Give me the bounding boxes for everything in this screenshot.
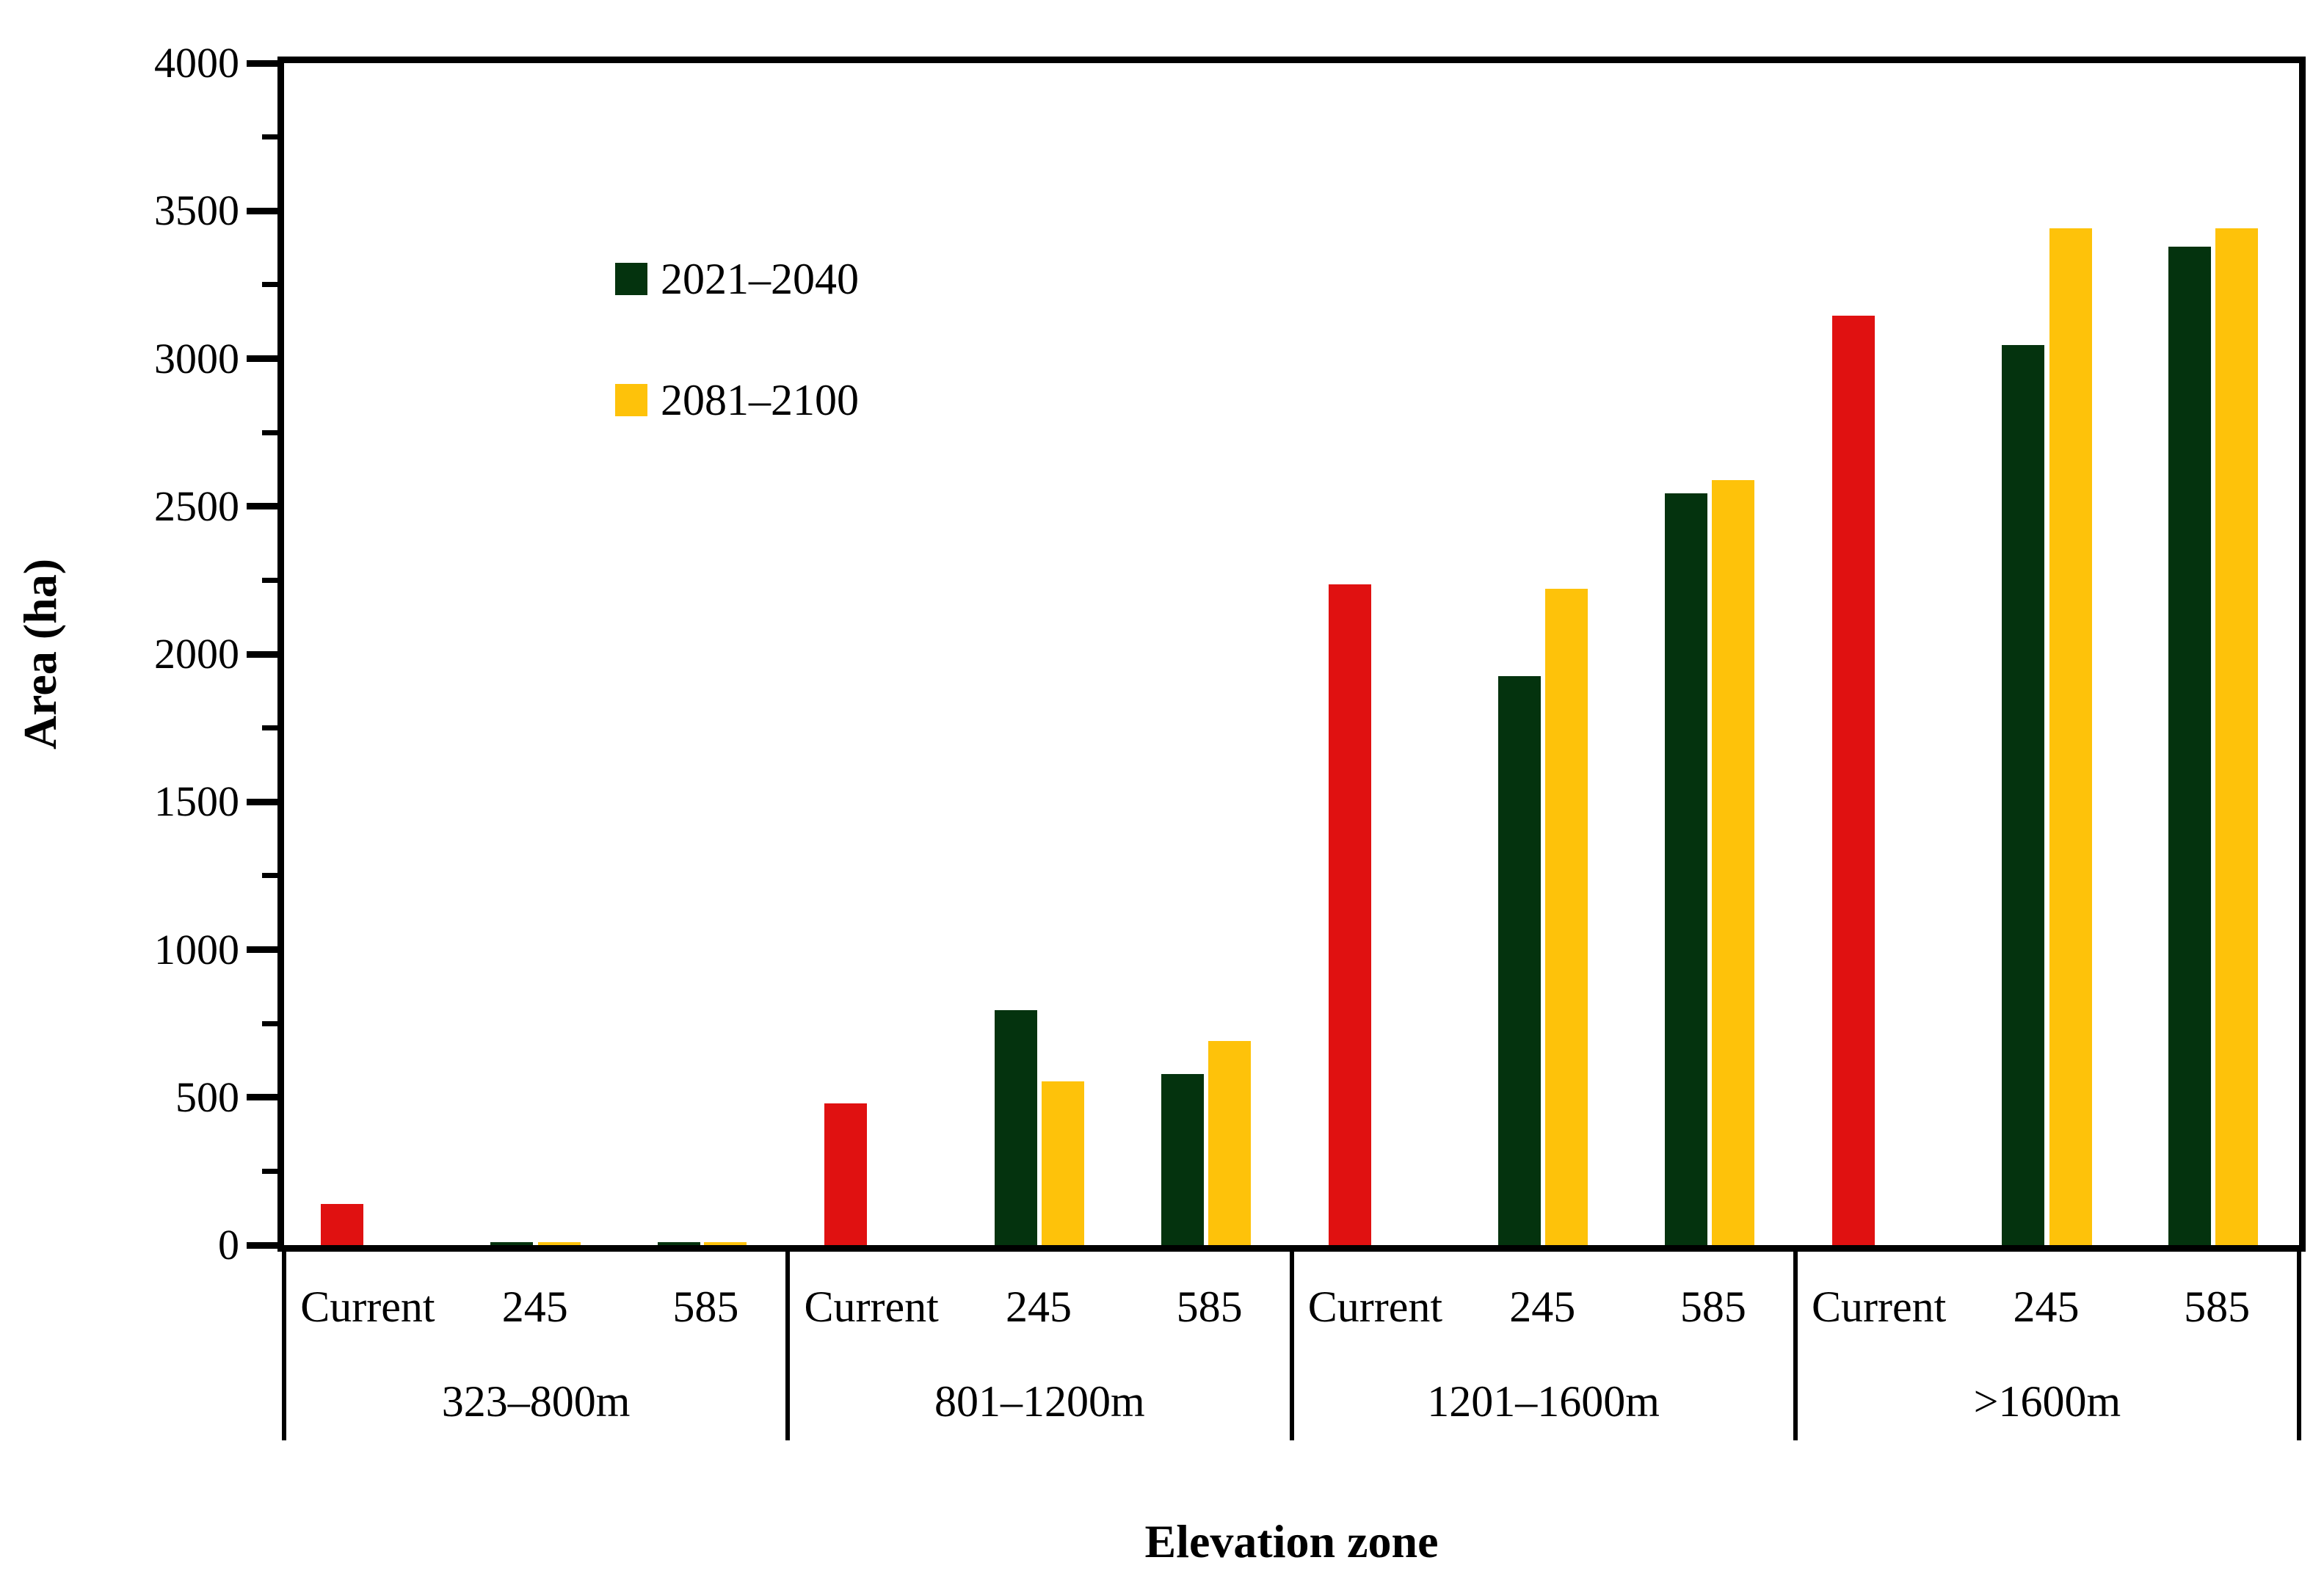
group-separator — [1793, 1248, 1798, 1440]
bar-585-2021–2040 — [2168, 247, 2212, 1245]
bar-585-2021–2040 — [1665, 493, 1707, 1245]
group-separator — [785, 1248, 791, 1440]
y-major-tick — [247, 503, 277, 510]
y-major-tick — [247, 59, 277, 67]
legend-swatch-2081-2100 — [615, 384, 647, 416]
bar-245-2081–2100 — [1545, 589, 1588, 1245]
bar-245-2021–2040 — [1497, 676, 1541, 1245]
scenario-label: Current — [1307, 1283, 1443, 1331]
y-tick-label: 500 — [175, 1073, 239, 1121]
y-tick-label: 2000 — [154, 630, 239, 678]
y-major-tick — [247, 207, 277, 214]
y-major-tick — [247, 650, 277, 658]
zone-label: 323–800m — [441, 1377, 631, 1426]
y-minor-tick — [262, 1168, 277, 1174]
scenario-label: 585 — [1680, 1283, 1746, 1331]
scenario-label: 245 — [501, 1283, 568, 1331]
y-major-tick — [247, 1241, 277, 1249]
y-tick-label: 2500 — [154, 482, 239, 530]
legend-item-2021-2040: 2021–2040 — [615, 257, 859, 301]
scenario-label: 245 — [1006, 1283, 1072, 1331]
scenario-label: 245 — [2013, 1283, 2080, 1331]
scenario-label: Current — [300, 1283, 435, 1331]
bar-current-Current — [321, 1204, 364, 1245]
scenario-label: 245 — [1509, 1283, 1576, 1331]
legend-label-2081-2100: 2081–2100 — [661, 376, 859, 424]
bar-245-2081–2100 — [1042, 1081, 1085, 1245]
y-minor-tick — [262, 134, 277, 140]
bar-245-2021–2040 — [994, 1010, 1037, 1245]
bar-245-2021–2040 — [2002, 345, 2045, 1245]
scenario-label: Current — [804, 1283, 939, 1331]
group-separator — [282, 1248, 286, 1440]
bar-585-2021–2040 — [1161, 1074, 1204, 1245]
y-minor-tick — [262, 725, 277, 731]
zone-label: 801–1200m — [934, 1377, 1145, 1426]
bar-current-Current — [824, 1103, 868, 1245]
bar-current-Current — [1831, 316, 1875, 1245]
group-separator — [1289, 1248, 1294, 1440]
bar-current-Current — [1328, 584, 1371, 1245]
bar-585-2081–2100 — [2215, 228, 2259, 1245]
y-tick-label: 3500 — [154, 186, 239, 235]
zone-label: 1201–1600m — [1427, 1377, 1660, 1426]
y-minor-tick — [262, 282, 277, 288]
y-major-tick — [247, 798, 277, 805]
y-tick-label: 1000 — [154, 925, 239, 973]
y-tick-label: 1500 — [154, 777, 239, 826]
bar-245-2021–2040 — [490, 1242, 534, 1245]
zone-label: >1600m — [1973, 1377, 2121, 1426]
scenario-label: 585 — [1176, 1283, 1243, 1331]
plot-area — [277, 57, 2306, 1252]
y-minor-tick — [262, 1020, 277, 1026]
bar-245-2081–2100 — [2049, 228, 2092, 1245]
legend-swatch-2021-2040 — [615, 263, 647, 295]
y-major-tick — [247, 355, 277, 362]
scenario-label: 585 — [672, 1283, 739, 1331]
y-tick-label: 4000 — [154, 39, 239, 87]
legend-label-2021-2040: 2021–2040 — [661, 255, 859, 303]
bar-585-2081–2100 — [704, 1242, 747, 1245]
y-tick-label: 0 — [218, 1221, 239, 1269]
bar-585-2021–2040 — [657, 1242, 700, 1245]
scenario-label: 585 — [2184, 1283, 2251, 1331]
bar-585-2081–2100 — [1208, 1041, 1251, 1245]
plot-area-inner — [284, 63, 2299, 1245]
group-separator — [2297, 1248, 2301, 1440]
y-minor-tick — [262, 429, 277, 435]
scenario-label: Current — [1812, 1283, 1947, 1331]
y-minor-tick — [262, 577, 277, 583]
legend-item-2081-2100: 2081–2100 — [615, 378, 859, 422]
y-tick-label: 3000 — [154, 334, 239, 382]
bar-245-2081–2100 — [537, 1242, 581, 1245]
bar-585-2081–2100 — [1711, 480, 1754, 1245]
y-major-tick — [247, 1094, 277, 1101]
x-axis-title: Elevation zone — [1144, 1515, 1439, 1567]
y-minor-tick — [262, 873, 277, 879]
y-major-tick — [247, 946, 277, 953]
